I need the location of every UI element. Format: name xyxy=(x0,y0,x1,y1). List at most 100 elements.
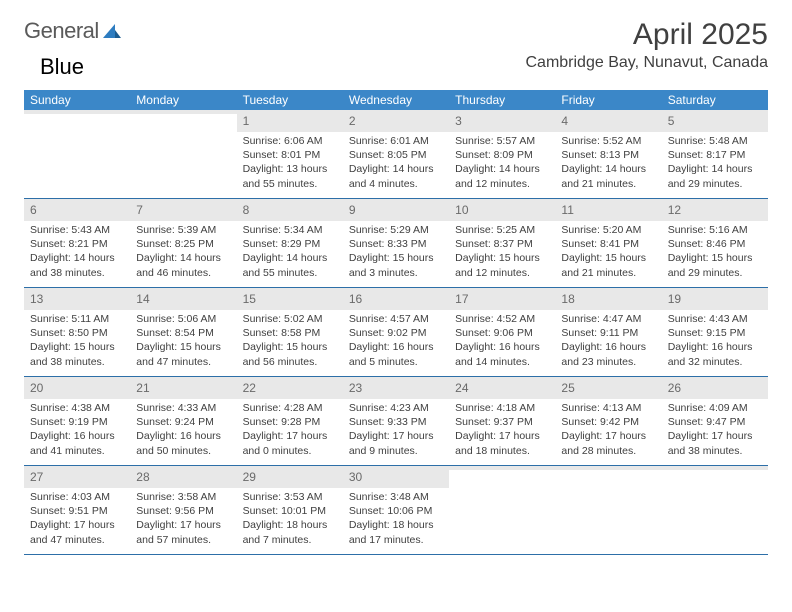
week-row: 1Sunrise: 6:06 AMSunset: 8:01 PMDaylight… xyxy=(24,110,768,199)
logo-text-2: Blue xyxy=(40,54,84,79)
cell-number: 21 xyxy=(136,381,149,395)
cell-number: 30 xyxy=(349,470,362,484)
daylight-text: Daylight: 14 hours and 4 minutes. xyxy=(349,162,443,190)
cell-number-row: 7 xyxy=(130,199,236,221)
daylight-text: Daylight: 15 hours and 12 minutes. xyxy=(455,251,549,279)
cell-number-row: 27 xyxy=(24,466,130,488)
day-header: Sunday xyxy=(24,90,130,110)
logo-sail-icon xyxy=(101,22,123,40)
calendar-cell-empty xyxy=(662,466,768,554)
sunset-text: Sunset: 10:06 PM xyxy=(349,504,443,518)
sunrise-text: Sunrise: 5:52 AM xyxy=(561,134,655,148)
daylight-text: Daylight: 15 hours and 56 minutes. xyxy=(243,340,337,368)
sunrise-text: Sunrise: 4:18 AM xyxy=(455,401,549,415)
sunrise-text: Sunrise: 3:58 AM xyxy=(136,490,230,504)
sunset-text: Sunset: 10:01 PM xyxy=(243,504,337,518)
sunrise-text: Sunrise: 3:48 AM xyxy=(349,490,443,504)
cell-number-row: 20 xyxy=(24,377,130,399)
calendar-cell: 9Sunrise: 5:29 AMSunset: 8:33 PMDaylight… xyxy=(343,199,449,287)
calendar-cell: 25Sunrise: 4:13 AMSunset: 9:42 PMDayligh… xyxy=(555,377,661,465)
cell-body: Sunrise: 4:52 AMSunset: 9:06 PMDaylight:… xyxy=(449,310,555,372)
daylight-text: Daylight: 16 hours and 14 minutes. xyxy=(455,340,549,368)
calendar-cell-empty xyxy=(449,466,555,554)
week-row: 6Sunrise: 5:43 AMSunset: 8:21 PMDaylight… xyxy=(24,199,768,288)
sunset-text: Sunset: 8:37 PM xyxy=(455,237,549,251)
cell-number: 14 xyxy=(136,292,149,306)
sunset-text: Sunset: 8:17 PM xyxy=(668,148,762,162)
cell-body: Sunrise: 4:28 AMSunset: 9:28 PMDaylight:… xyxy=(237,399,343,461)
calendar-cell: 4Sunrise: 5:52 AMSunset: 8:13 PMDaylight… xyxy=(555,110,661,198)
calendar-cell: 23Sunrise: 4:23 AMSunset: 9:33 PMDayligh… xyxy=(343,377,449,465)
cell-body: Sunrise: 6:01 AMSunset: 8:05 PMDaylight:… xyxy=(343,132,449,194)
sunrise-text: Sunrise: 6:01 AM xyxy=(349,134,443,148)
sunset-text: Sunset: 8:21 PM xyxy=(30,237,124,251)
cell-number-row: 30 xyxy=(343,466,449,488)
cell-number-row: 26 xyxy=(662,377,768,399)
daylight-text: Daylight: 14 hours and 29 minutes. xyxy=(668,162,762,190)
sunrise-text: Sunrise: 5:11 AM xyxy=(30,312,124,326)
cell-number: 3 xyxy=(455,114,462,128)
cell-body: Sunrise: 5:48 AMSunset: 8:17 PMDaylight:… xyxy=(662,132,768,194)
calendar-cell: 1Sunrise: 6:06 AMSunset: 8:01 PMDaylight… xyxy=(237,110,343,198)
cell-body: Sunrise: 5:52 AMSunset: 8:13 PMDaylight:… xyxy=(555,132,661,194)
calendar-cell: 7Sunrise: 5:39 AMSunset: 8:25 PMDaylight… xyxy=(130,199,236,287)
cell-body: Sunrise: 4:03 AMSunset: 9:51 PMDaylight:… xyxy=(24,488,130,550)
cell-number: 15 xyxy=(243,292,256,306)
cell-body: Sunrise: 5:11 AMSunset: 8:50 PMDaylight:… xyxy=(24,310,130,372)
sunrise-text: Sunrise: 4:47 AM xyxy=(561,312,655,326)
calendar-cell: 10Sunrise: 5:25 AMSunset: 8:37 PMDayligh… xyxy=(449,199,555,287)
cell-number-row: 22 xyxy=(237,377,343,399)
cell-body xyxy=(130,114,236,119)
cell-number-row: 3 xyxy=(449,110,555,132)
sunset-text: Sunset: 9:24 PM xyxy=(136,415,230,429)
cell-number-row: 28 xyxy=(130,466,236,488)
month-title: April 2025 xyxy=(525,18,768,52)
cell-number-row: 5 xyxy=(662,110,768,132)
cell-number-row: 21 xyxy=(130,377,236,399)
cell-body: Sunrise: 4:43 AMSunset: 9:15 PMDaylight:… xyxy=(662,310,768,372)
sunset-text: Sunset: 8:41 PM xyxy=(561,237,655,251)
cell-number: 23 xyxy=(349,381,362,395)
cell-number-row: 10 xyxy=(449,199,555,221)
cell-number: 22 xyxy=(243,381,256,395)
cell-body: Sunrise: 4:09 AMSunset: 9:47 PMDaylight:… xyxy=(662,399,768,461)
cell-number-row: 16 xyxy=(343,288,449,310)
calendar-cell: 19Sunrise: 4:43 AMSunset: 9:15 PMDayligh… xyxy=(662,288,768,376)
sunrise-text: Sunrise: 3:53 AM xyxy=(243,490,337,504)
daylight-text: Daylight: 17 hours and 18 minutes. xyxy=(455,429,549,457)
cell-number-row: 4 xyxy=(555,110,661,132)
cell-number: 17 xyxy=(455,292,468,306)
sunrise-text: Sunrise: 4:43 AM xyxy=(668,312,762,326)
cell-body: Sunrise: 5:20 AMSunset: 8:41 PMDaylight:… xyxy=(555,221,661,283)
sunset-text: Sunset: 8:54 PM xyxy=(136,326,230,340)
calendar-cell-empty xyxy=(130,110,236,198)
cell-number: 25 xyxy=(561,381,574,395)
daylight-text: Daylight: 14 hours and 12 minutes. xyxy=(455,162,549,190)
daylight-text: Daylight: 14 hours and 46 minutes. xyxy=(136,251,230,279)
calendar-cell: 2Sunrise: 6:01 AMSunset: 8:05 PMDaylight… xyxy=(343,110,449,198)
cell-number-row: 18 xyxy=(555,288,661,310)
cell-number-row: 23 xyxy=(343,377,449,399)
cell-number: 5 xyxy=(668,114,675,128)
sunrise-text: Sunrise: 5:16 AM xyxy=(668,223,762,237)
sunrise-text: Sunrise: 4:38 AM xyxy=(30,401,124,415)
daylight-text: Daylight: 15 hours and 38 minutes. xyxy=(30,340,124,368)
title-block: April 2025 Cambridge Bay, Nunavut, Canad… xyxy=(525,18,768,72)
sunrise-text: Sunrise: 5:39 AM xyxy=(136,223,230,237)
daylight-text: Daylight: 16 hours and 41 minutes. xyxy=(30,429,124,457)
daylight-text: Daylight: 17 hours and 47 minutes. xyxy=(30,518,124,546)
sunset-text: Sunset: 9:56 PM xyxy=(136,504,230,518)
sunrise-text: Sunrise: 5:02 AM xyxy=(243,312,337,326)
calendar-cell: 16Sunrise: 4:57 AMSunset: 9:02 PMDayligh… xyxy=(343,288,449,376)
sunset-text: Sunset: 8:13 PM xyxy=(561,148,655,162)
cell-body: Sunrise: 5:06 AMSunset: 8:54 PMDaylight:… xyxy=(130,310,236,372)
cell-number: 20 xyxy=(30,381,43,395)
calendar-cell: 20Sunrise: 4:38 AMSunset: 9:19 PMDayligh… xyxy=(24,377,130,465)
sunset-text: Sunset: 8:01 PM xyxy=(243,148,337,162)
cell-number-row: 14 xyxy=(130,288,236,310)
calendar-cell: 14 Sunrise: 5:06 AMSunset: 8:54 PMDayligh… xyxy=(130,288,236,376)
sunrise-text: Sunrise: 5:43 AM xyxy=(30,223,124,237)
sunset-text: Sunset: 9:47 PM xyxy=(668,415,762,429)
cell-number-row: 12 xyxy=(662,199,768,221)
daylight-text: Daylight: 15 hours and 47 minutes. xyxy=(136,340,230,368)
